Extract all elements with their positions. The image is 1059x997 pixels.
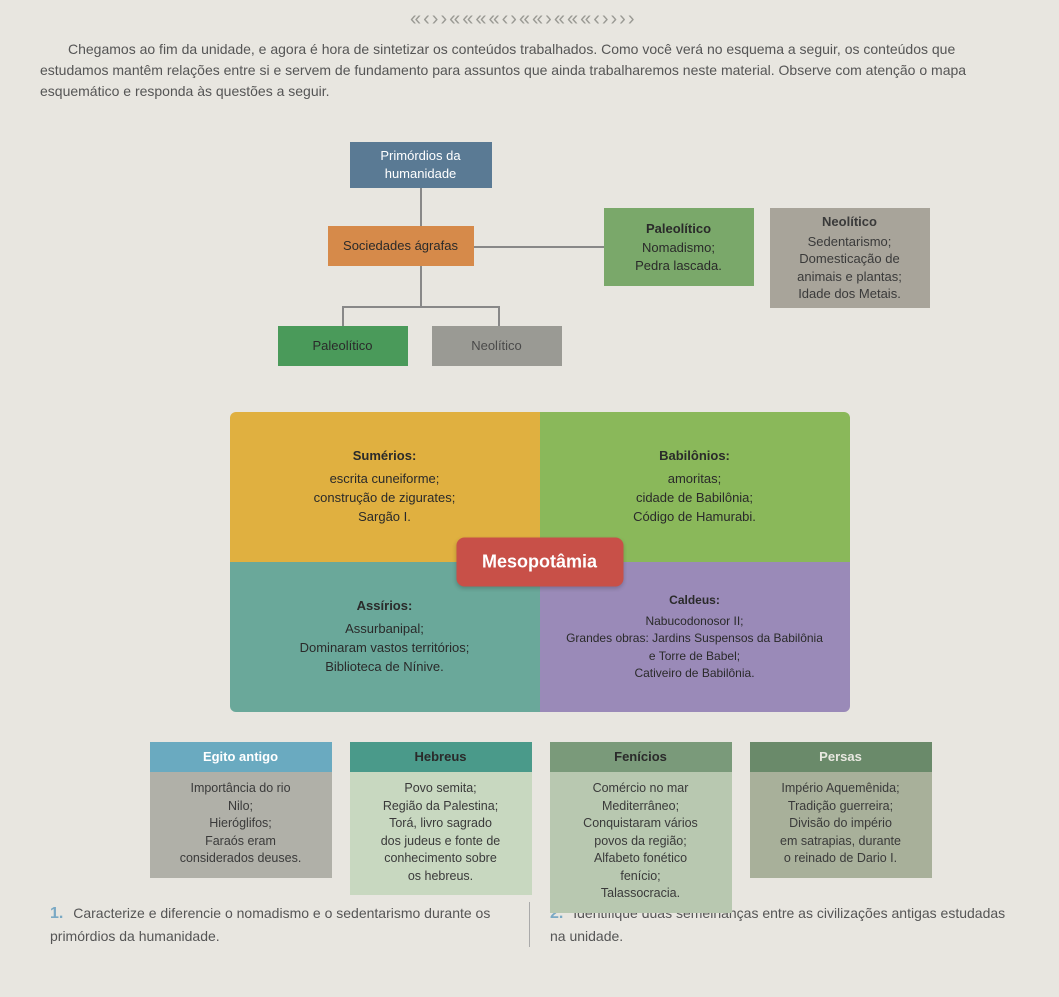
question-1-number: 1. [50, 905, 63, 922]
header-decoration: «‹››««««‹›««›«««‹›››› [30, 0, 1029, 35]
card-fenicios: Fenícios Comércio no mar Mediterrâneo; C… [550, 742, 732, 913]
card-hebreus-body: Povo semita; Região da Palestina; Torá, … [350, 772, 532, 895]
card-egito-header: Egito antigo [150, 742, 332, 772]
info-paleolitico: Paleolítico Nomadismo; Pedra lascada. [604, 208, 754, 286]
connector [498, 306, 500, 326]
quad-sumerios-body: escrita cuneiforme; construção de zigura… [314, 470, 456, 527]
card-persas-header: Persas [750, 742, 932, 772]
info-neolitico-body: Sedentarismo; Domesticação de animais e … [797, 233, 902, 303]
card-egito-body: Importância do rio Nilo; Hieróglifos; Fa… [150, 772, 332, 878]
civilization-cards: Egito antigo Importância do rio Nilo; Hi… [150, 742, 932, 913]
quad-assirios-body: Assurbanipal; Dominaram vastos territóri… [300, 620, 470, 677]
card-persas: Persas Império Aquemênida; Tradição guer… [750, 742, 932, 913]
quad-caldeus-body: Nabucodonosor II; Grandes obras: Jardins… [566, 613, 823, 683]
node-neolitico-leaf: Neolítico [432, 326, 562, 366]
info-neolitico: Neolítico Sedentarismo; Domesticação de … [770, 208, 930, 308]
node-sociedades: Sociedades ágrafas [328, 226, 474, 266]
node-root: Primórdios da humanidade [350, 142, 492, 188]
connector [420, 266, 422, 306]
info-paleolitico-body: Nomadismo; Pedra lascada. [635, 239, 722, 274]
connector [474, 246, 604, 248]
card-fenicios-header: Fenícios [550, 742, 732, 772]
connector [342, 306, 344, 326]
card-hebreus: Hebreus Povo semita; Região da Palestina… [350, 742, 532, 913]
connector [342, 306, 500, 308]
quad-sumerios-title: Sumérios: [353, 447, 417, 466]
card-egito: Egito antigo Importância do rio Nilo; Hi… [150, 742, 332, 913]
quad-babilonios-title: Babilônios: [659, 447, 730, 466]
card-fenicios-body: Comércio no mar Mediterrâneo; Conquistar… [550, 772, 732, 913]
mesopotamia-quad: Sumérios: escrita cuneiforme; construção… [230, 412, 850, 712]
node-neolitico-leaf-label: Neolítico [471, 337, 522, 355]
quad-caldeus-title: Caldeus: [669, 592, 720, 609]
intro-text: Chegamos ao fim da unidade, e agora é ho… [30, 35, 1029, 122]
card-hebreus-header: Hebreus [350, 742, 532, 772]
quad-assirios-title: Assírios: [357, 597, 413, 616]
concept-map: Primórdios da humanidade Sociedades ágra… [80, 142, 980, 862]
center-mesopotamia: Mesopotâmia [456, 538, 623, 587]
node-paleolitico-leaf-label: Paleolítico [313, 337, 373, 355]
info-paleolitico-title: Paleolítico [646, 220, 711, 238]
connector [420, 186, 422, 226]
node-paleolitico-leaf: Paleolítico [278, 326, 408, 366]
info-neolitico-title: Neolítico [822, 213, 877, 231]
quad-babilonios-body: amoritas; cidade de Babilônia; Código de… [633, 470, 756, 527]
card-persas-body: Império Aquemênida; Tradição guerreira; … [750, 772, 932, 878]
node-root-label: Primórdios da humanidade [356, 147, 486, 182]
node-sociedades-label: Sociedades ágrafas [343, 237, 458, 255]
center-mesopotamia-label: Mesopotâmia [482, 552, 597, 572]
